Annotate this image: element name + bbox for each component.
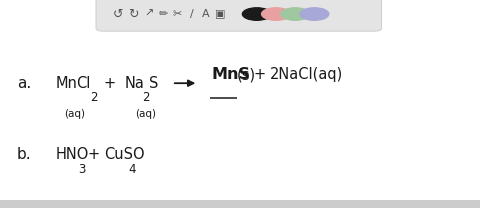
Text: S: S — [149, 76, 158, 91]
Text: ✏: ✏ — [158, 9, 168, 19]
Text: /: / — [190, 9, 194, 19]
FancyBboxPatch shape — [96, 0, 382, 31]
Text: 2: 2 — [142, 91, 150, 104]
Circle shape — [262, 8, 290, 20]
Text: (aq): (aq) — [64, 109, 85, 119]
Circle shape — [281, 8, 310, 20]
Text: 3: 3 — [78, 163, 85, 176]
Text: ↗: ↗ — [144, 9, 154, 19]
Text: a.: a. — [17, 76, 31, 91]
Text: 2: 2 — [90, 91, 97, 104]
Text: HNO: HNO — [55, 147, 89, 162]
Text: MnS: MnS — [211, 67, 250, 82]
Text: +: + — [87, 147, 100, 162]
Bar — [0, 200, 480, 208]
Text: ↻: ↻ — [128, 7, 139, 21]
Circle shape — [300, 8, 329, 20]
Text: 2NaCl(aq): 2NaCl(aq) — [270, 67, 343, 82]
Text: ▣: ▣ — [215, 9, 225, 19]
Text: Mn: Mn — [55, 76, 77, 91]
Text: Na: Na — [125, 76, 144, 91]
Text: ↺: ↺ — [112, 7, 123, 21]
Text: (aq): (aq) — [135, 109, 156, 119]
Text: (s): (s) — [237, 67, 256, 82]
Text: 4: 4 — [129, 163, 136, 176]
Circle shape — [242, 8, 271, 20]
Text: A: A — [202, 9, 209, 19]
Text: CuSO: CuSO — [104, 147, 144, 162]
Text: Cl: Cl — [76, 76, 90, 91]
Text: +: + — [253, 67, 265, 82]
Text: b.: b. — [17, 147, 31, 162]
Text: ✂: ✂ — [173, 9, 182, 19]
Text: +: + — [103, 76, 116, 91]
